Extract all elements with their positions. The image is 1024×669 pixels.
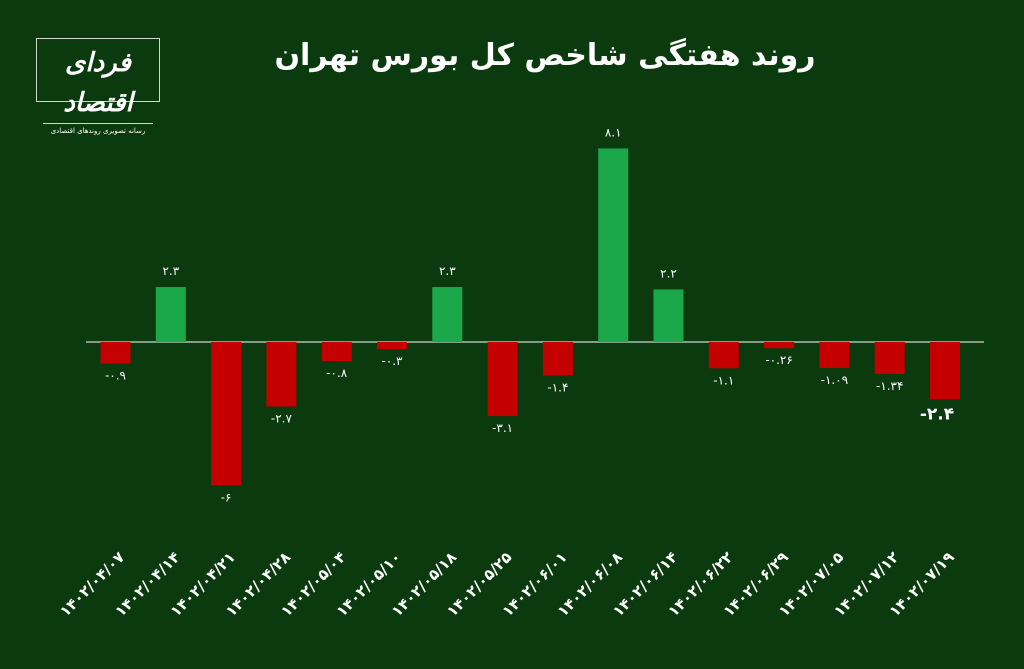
value-label-9: ۸.۱ xyxy=(605,125,622,139)
chart-title: روند هفتگی شاخص کل بورس تهران xyxy=(274,38,816,73)
value-label-13: -۱.۰۹ xyxy=(821,373,848,387)
value-label-3: -۲.۷ xyxy=(271,412,293,426)
bar-4 xyxy=(321,342,352,362)
value-label-4: -۰.۸ xyxy=(326,366,348,380)
value-label-5: -۰.۳ xyxy=(381,354,403,368)
brand-logo: فردای اقتصاد رسانه تصویری روندهای اقتصاد… xyxy=(36,38,160,135)
value-label-2: -۶ xyxy=(221,490,232,504)
value-label-11: -۱.۱ xyxy=(713,373,734,387)
bar-2 xyxy=(211,342,242,486)
value-label-15: -۲.۴ xyxy=(920,404,954,424)
bar-14 xyxy=(874,342,905,375)
value-label-6: ۲.۳ xyxy=(439,264,456,278)
value-label-12: -۰.۲۶ xyxy=(765,353,792,367)
bar-10 xyxy=(653,289,684,342)
value-label-7: -۳.۱ xyxy=(492,421,513,435)
bar-5 xyxy=(377,342,407,350)
value-label-1: ۲.۳ xyxy=(162,264,179,278)
bar-1 xyxy=(155,287,186,342)
bar-9 xyxy=(598,148,629,342)
bar-13 xyxy=(819,342,850,369)
value-label-10: ۲.۲ xyxy=(660,266,677,280)
bar-3 xyxy=(266,342,297,407)
value-label-14: -۱.۳۴ xyxy=(876,379,903,393)
logo-name: فردای اقتصاد xyxy=(63,48,133,118)
logo-tagline: رسانه تصویری روندهای اقتصادی xyxy=(43,123,153,136)
value-label-0: -۰.۹ xyxy=(105,369,126,383)
bar-6 xyxy=(432,287,463,342)
bar-8 xyxy=(542,342,573,376)
bar-11 xyxy=(708,342,739,369)
bar-12 xyxy=(764,342,795,349)
bar-15 xyxy=(930,342,960,400)
bar-7 xyxy=(487,342,518,417)
value-label-8: -۱.۴ xyxy=(547,380,568,394)
bar-0 xyxy=(100,342,131,364)
